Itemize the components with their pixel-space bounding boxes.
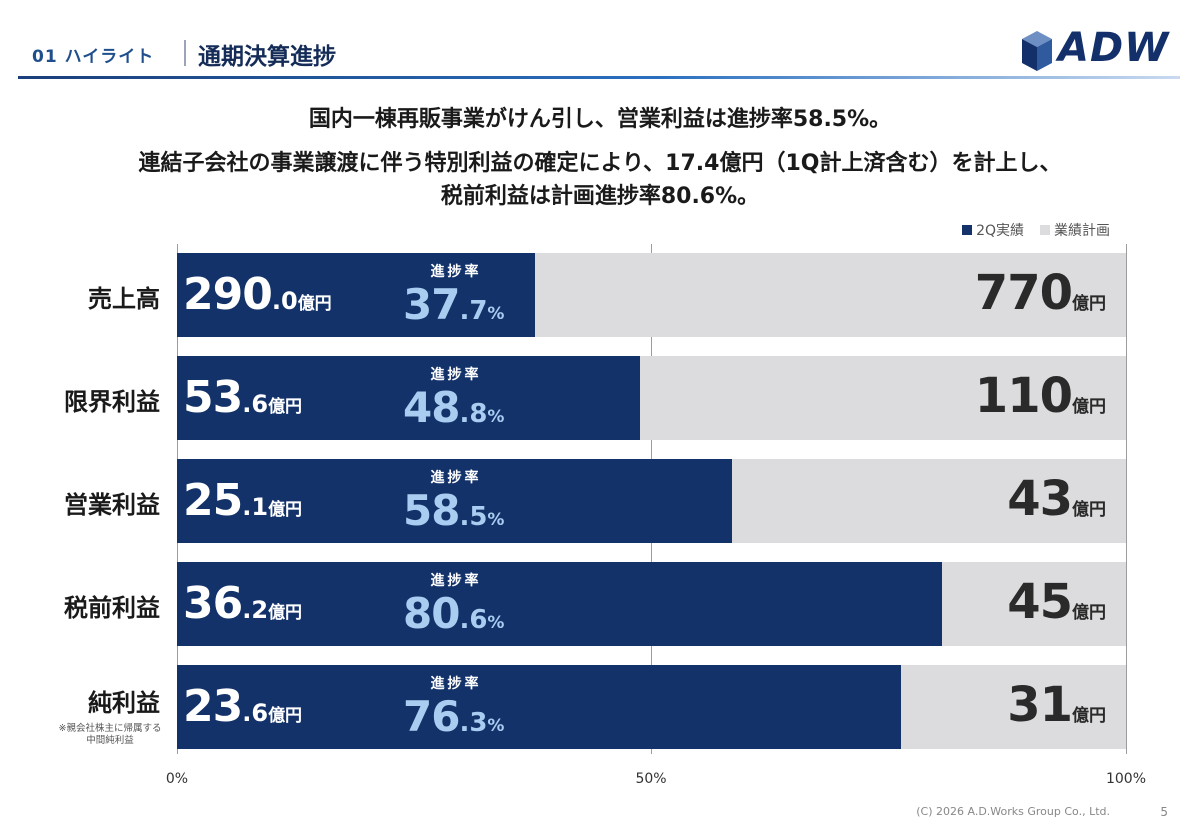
plan-value-unit: 億円 (1072, 397, 1106, 417)
gridline-100 (1126, 244, 1127, 754)
category-label: 売上高 (88, 285, 160, 313)
actual-value-int: 290 (183, 269, 273, 320)
category-label: 限界利益 (64, 388, 160, 416)
actual-value: 36.2億円 (183, 578, 302, 629)
actual-bar (177, 562, 942, 646)
rate-value: 37.7% (403, 280, 504, 329)
section-number: 01 ハイライト (32, 47, 155, 67)
actual-value-unit: 億円 (268, 603, 303, 623)
actual-value-dec: .6 (242, 390, 269, 418)
legend-swatch-actual (962, 225, 973, 235)
rate-value-dec: .6 (459, 605, 488, 635)
plan-value-unit: 億円 (1072, 294, 1106, 314)
actual-value-dec: .0 (271, 287, 298, 315)
actual-value-dec: .6 (242, 699, 269, 727)
slide-header: 01 ハイライト 通期決算進捗 ADW (0, 0, 1200, 82)
rate-label: 進捗率 (430, 676, 482, 692)
plan-value-num: 31 (1007, 677, 1073, 733)
page-number: 5 (1160, 805, 1168, 819)
actual-value-int: 53 (183, 372, 243, 423)
actual-value: 25.1億円 (183, 475, 302, 526)
rate-value-int: 37 (403, 280, 460, 329)
page-title: 通期決算進捗 (198, 44, 336, 70)
actual-value-int: 23 (183, 681, 243, 732)
legend-label-actual: 2Q実績 (976, 223, 1024, 239)
rate-value: 76.3% (403, 692, 504, 741)
plan-value-num: 45 (1007, 574, 1073, 630)
actual-value: 290.0億円 (183, 269, 332, 320)
actual-value-int: 25 (183, 475, 243, 526)
plan-value: 110億円 (975, 368, 1106, 424)
rate-label: 進捗率 (430, 264, 482, 280)
rate-value-int: 80 (403, 589, 460, 638)
actual-value: 53.6億円 (183, 372, 302, 423)
actual-value-unit: 億円 (268, 500, 303, 520)
plan-value-num: 110 (974, 368, 1073, 424)
actual-value-unit: 億円 (297, 294, 332, 314)
header-rule (18, 76, 1180, 79)
actual-bar (177, 356, 641, 440)
actual-bar (177, 665, 902, 749)
plan-value: 770億円 (975, 265, 1106, 321)
rate-value-unit: % (487, 716, 505, 736)
category-label: 営業利益 (64, 491, 160, 519)
category-note: ※親会社株主に帰属する 中間純利益 (58, 723, 162, 746)
actual-value-unit: 億円 (268, 397, 303, 417)
plan-value-num: 770 (974, 265, 1073, 321)
headline-line-2: 連結子会社の事業譲渡に伴う特別利益の確定により、17.4億円（1Q計上済含む）を… (138, 151, 1062, 176)
actual-bar (177, 253, 535, 337)
plan-value-unit: 億円 (1072, 706, 1106, 726)
rate-value-int: 58 (403, 486, 460, 535)
x-tick-100: 100% (1105, 771, 1147, 787)
rate-value: 48.8% (403, 383, 504, 432)
headline-line-3: 税前利益は計画進捗率80.6%。 (440, 184, 760, 209)
header-separator (184, 40, 186, 66)
company-logo: ADW (1020, 25, 1180, 73)
rate-value: 80.6% (403, 589, 504, 638)
rate-value: 58.5% (403, 486, 504, 535)
rate-label: 進捗率 (430, 470, 482, 486)
chart-legend: 2Q実績 業績計画 (962, 220, 1110, 240)
rate-value-unit: % (487, 304, 505, 324)
legend-label-plan: 業績計画 (1054, 223, 1110, 239)
plan-value: 43億円 (1007, 471, 1106, 527)
actual-value: 23.6億円 (183, 681, 302, 732)
rate-value-dec: .3 (459, 708, 488, 738)
plan-value-num: 43 (1007, 471, 1073, 527)
legend-item-actual: 2Q実績 (962, 220, 1024, 240)
actual-value-dec: .2 (242, 596, 269, 624)
rate-label: 進捗率 (430, 573, 482, 589)
rate-value-unit: % (487, 510, 505, 530)
plan-value-unit: 億円 (1072, 500, 1106, 520)
rate-label: 進捗率 (430, 367, 482, 383)
cube-logo-icon (1022, 31, 1052, 71)
plan-value: 31億円 (1007, 677, 1106, 733)
plan-value: 45億円 (1007, 574, 1106, 630)
headline-line-1: 国内一棟再販事業がけん引し、営業利益は進捗率58.5%。 (308, 107, 892, 132)
legend-swatch-plan (1040, 225, 1050, 235)
rate-value-unit: % (487, 613, 505, 633)
x-tick-0: 0% (165, 771, 189, 787)
category-label: 純利益 (88, 689, 160, 717)
rate-value-int: 48 (403, 383, 460, 432)
rate-value-unit: % (487, 407, 505, 427)
legend-item-plan: 業績計画 (1040, 220, 1110, 240)
actual-value-dec: .1 (242, 493, 269, 521)
plan-value-unit: 億円 (1072, 603, 1106, 623)
logo-wordmark: ADW (1058, 25, 1170, 71)
rate-value-int: 76 (403, 692, 460, 741)
category-label: 税前利益 (64, 594, 160, 622)
x-tick-50: 50% (635, 771, 667, 787)
rate-value-dec: .7 (459, 296, 488, 326)
rate-value-dec: .5 (459, 502, 488, 532)
actual-bar (177, 459, 733, 543)
copyright: (C) 2026 A.D.Works Group Co., Ltd. (916, 805, 1110, 818)
actual-value-int: 36 (183, 578, 243, 629)
rate-value-dec: .8 (459, 399, 488, 429)
actual-value-unit: 億円 (268, 706, 303, 726)
